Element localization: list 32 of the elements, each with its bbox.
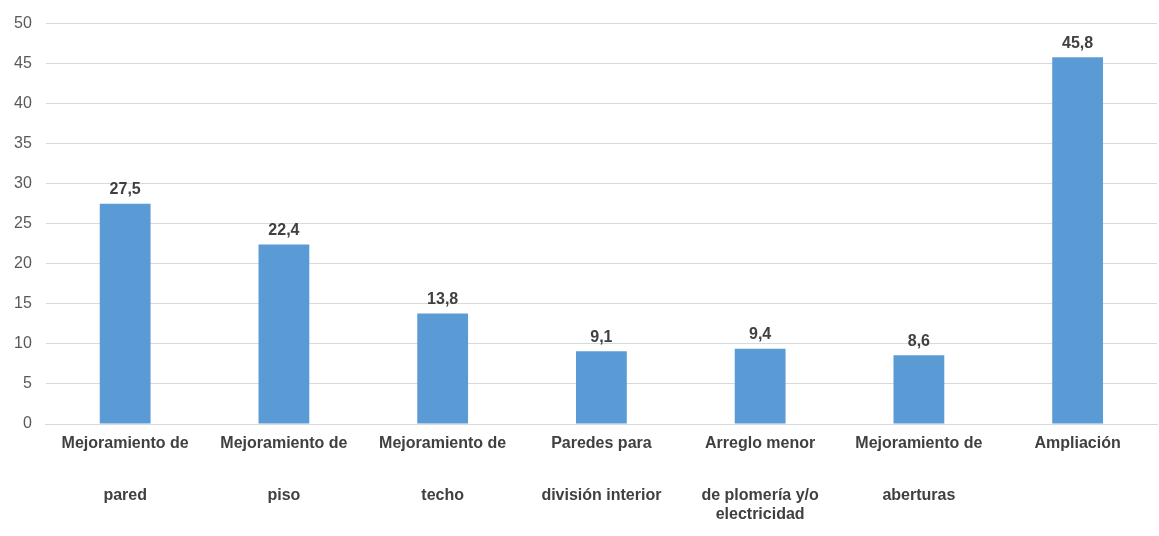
data-label: 22,4 [268,221,300,239]
y-tick-label: 0 [22,414,32,432]
category-label: Paredes para división interior [541,434,662,504]
y-tick-label: 50 [14,14,32,32]
data-label: 9,1 [590,327,613,345]
y-tick-label: 20 [14,254,32,272]
category-label: Mejoramiento de pared [61,434,189,504]
bar [893,355,945,424]
y-tick-label: 15 [14,294,32,312]
y-tick-label: 5 [22,374,32,392]
data-label: 8,6 [907,331,931,349]
y-tick-label: 35 [14,134,32,152]
category-label: Mejoramiento de aberturas [855,434,983,504]
bar [258,244,310,424]
y-tick-label: 45 [14,54,32,72]
x-tick-label: Ampliación [1034,434,1121,452]
bar [734,348,786,424]
data-label: 13,8 [427,289,459,307]
bar [576,351,627,424]
bar [99,203,151,424]
bar [417,313,469,424]
category-label: Mejoramiento de piso [220,434,348,504]
data-label: 27,5 [109,180,141,198]
bar [1052,57,1104,424]
data-label: 45,8 [1062,33,1094,51]
y-tick-label: 25 [14,214,32,232]
data-label: 9,4 [749,325,772,343]
category-label: Arreglo menor de plomería y/o electricidad [701,434,819,523]
y-tick-label: 30 [14,174,32,192]
y-tick-label: 10 [14,334,32,352]
y-tick-label: 40 [14,94,32,112]
category-label: Mejoramiento de techo [379,434,507,504]
